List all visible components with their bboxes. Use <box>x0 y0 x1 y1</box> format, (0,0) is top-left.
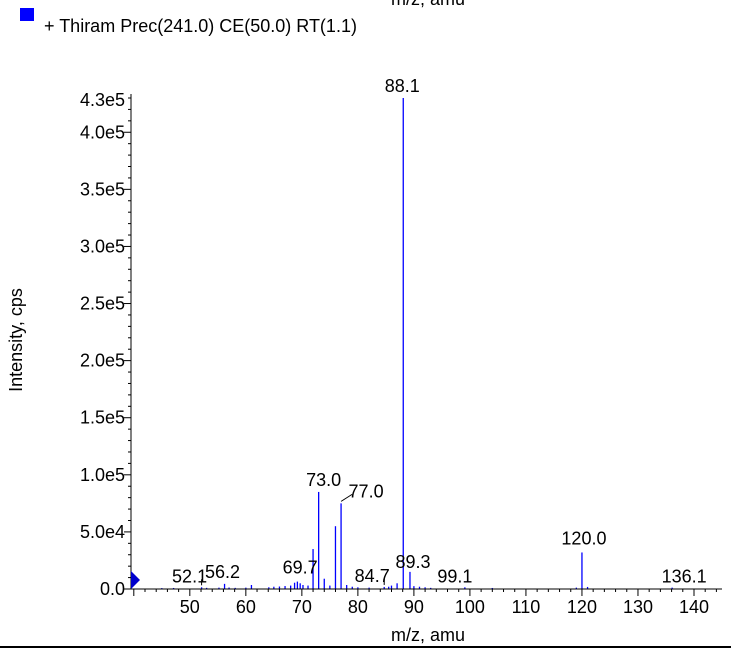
x-tick-label: 120 <box>567 597 597 617</box>
y-tick-label: 1.0e5 <box>80 465 125 485</box>
top-cut-axis-label: m/z, amu <box>391 0 465 9</box>
y-tick-label: 4.0e5 <box>80 122 125 142</box>
y-axis-ticks: 0.0 5.0e4 1.0e5 1.5e5 2.0e5 2.5e5 3.0e5 3.5e5 4.… <box>80 97 131 599</box>
peak-label: 84.7 <box>355 566 390 586</box>
peak-label: 120.0 <box>561 528 606 548</box>
x-axis-label: m/z, amu <box>391 625 465 645</box>
x-tick-label: 140 <box>679 597 709 617</box>
y-tick-label: 2.5e5 <box>80 294 125 314</box>
peak-label-leader <box>340 493 353 502</box>
peak-label: 88.1 <box>385 76 420 96</box>
y-max-label: 4.3e5 <box>80 90 125 110</box>
y-tick-label: 5.0e4 <box>80 522 125 542</box>
x-tick-label: 130 <box>623 597 653 617</box>
spectrum-bars <box>161 98 673 589</box>
peak-label: 69.7 <box>283 557 318 577</box>
x-tick-label: 100 <box>455 597 485 617</box>
peak-label: 52.1 <box>172 566 207 586</box>
peak-labels: 52.156.2 69.7 73.0 77.0 84.7 88.1 89.3 99.1 120.… <box>172 76 707 587</box>
x-tick-label: 110 <box>512 597 541 617</box>
x-tick-label: 90 <box>404 597 424 617</box>
peak-label: 136.1 <box>662 567 707 587</box>
y-axis-label: Intensity, cps <box>6 288 26 392</box>
y-tick-label: 3.0e5 <box>80 236 125 256</box>
peak-label: 73.0 <box>306 470 341 490</box>
legend-swatch <box>20 8 34 21</box>
baseline-marker-icon <box>131 571 140 589</box>
peak-label: 99.1 <box>437 566 472 586</box>
legend-label: + Thiram Prec(241.0) CE(50.0) RT(1.1) <box>44 16 357 36</box>
y-tick-label: 0.0 <box>100 579 125 599</box>
x-axis-ticks: 50 60 70 80 90 100 110 120 130 140 <box>133 589 717 617</box>
peak-label: 77.0 <box>349 481 384 501</box>
x-tick-label: 70 <box>292 597 312 617</box>
x-tick-label: 60 <box>236 597 256 617</box>
y-tick-label: 2.0e5 <box>80 351 125 371</box>
y-tick-label: 3.5e5 <box>80 179 125 199</box>
peak-label: 56.2 <box>205 562 240 582</box>
y-tick-label: 1.5e5 <box>80 408 125 428</box>
x-tick-label: 50 <box>180 597 200 617</box>
peak-label: 89.3 <box>395 552 430 572</box>
x-tick-label: 80 <box>348 597 368 617</box>
